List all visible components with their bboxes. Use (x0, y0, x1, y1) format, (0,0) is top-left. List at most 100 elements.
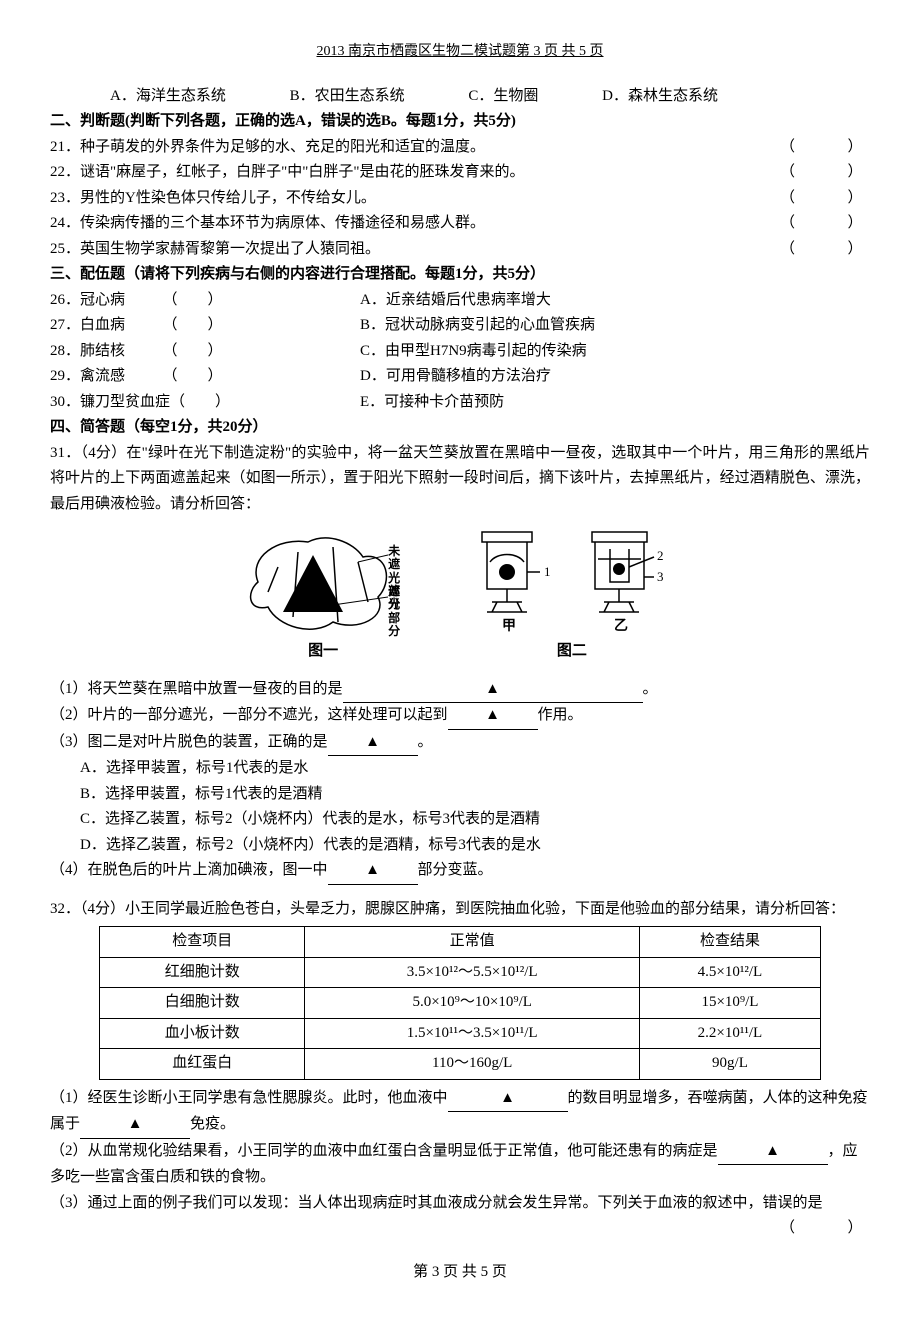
table-row: 血小板计数 1.5×10¹¹～3.5×10¹¹/L 2.2×10¹¹/L (100, 1018, 821, 1049)
cell: 90g/L (640, 1049, 821, 1080)
match-rb: B．冠状动脉病变引起的心血管疾病 (360, 313, 870, 339)
q31-2: （2）叶片的一部分遮光，一部分不遮光，这样处理可以起到▲作用。 (50, 703, 870, 730)
q32-1-c: 免疫。 (190, 1116, 235, 1132)
q32-2: （2）从血常规化验结果看，小王同学的血液中血红蛋白含量明显低于正常值，他可能还患… (50, 1139, 870, 1191)
q25-text: 25．英国生物学家赫胥黎第一次提出了人猿同祖。 (50, 241, 380, 257)
q31-3-opt-c: C．选择乙装置，标号2（小烧杯内）代表的是水，标号3代表的是酒精 (50, 807, 870, 833)
q31-3: （3）图二是对叶片脱色的装置，正确的是▲。 (50, 730, 870, 757)
q23: 23．男性的Y性染色体只传给儿子，不传给女儿。（ ） (50, 186, 870, 212)
match-row-29: 29．禽流感 （ ） D．可用骨髓移植的方法治疗 (50, 364, 870, 390)
q21-text: 21．种子萌发的外界条件为足够的水、充足的阳光和适宜的温度。 (50, 139, 485, 155)
section-4-title: 四、简答题（每空1分，共20分） (50, 415, 870, 441)
blank: ▲ (343, 677, 643, 704)
match-rd: D．可用骨髓移植的方法治疗 (360, 364, 870, 390)
q32-1-a: （1）经医生诊断小王同学患有急性腮腺炎。此时，他血液中 (50, 1090, 448, 1106)
blood-table: 检查项目 正常值 检查结果 红细胞计数 3.5×10¹²～5.5×10¹²/L … (99, 926, 821, 1080)
cell: 3.5×10¹²～5.5×10¹²/L (305, 957, 640, 988)
q31-stem: 31．（4分）在"绿叶在光下制造淀粉"的实验中，将一盆天竺葵放置在黑暗中一昼夜，… (50, 441, 870, 518)
q31-3-end: 。 (418, 734, 433, 750)
table-row: 白细胞计数 5.0×10⁹～10×10⁹/L 15×10⁹/L (100, 988, 821, 1019)
match-ra: A．近亲结婚后代患病率增大 (360, 288, 870, 314)
q25: 25．英国生物学家赫胥黎第一次提出了人猿同祖。 （ ） (50, 237, 870, 263)
page-header: 2013 南京市栖霞区生物二模试题第 3 页 共 5 页 (50, 40, 870, 64)
label-2: 2 (657, 548, 664, 563)
cell: 白细胞计数 (100, 988, 305, 1019)
match-rc: C．由甲型H7N9病毒引起的传染病 (360, 339, 870, 365)
paren: （ ） (780, 135, 870, 161)
q31-3-text: （3）图二是对叶片脱色的装置，正确的是 (50, 734, 328, 750)
match-row-27: 27．白血病 （ ） B．冠状动脉病变引起的心血管疾病 (50, 313, 870, 339)
cell: 4.5×10¹²/L (640, 957, 821, 988)
fig2-caption: 图二 (462, 639, 682, 665)
figure-2: 1 2 3 甲 乙 图二 (462, 527, 682, 665)
cell: 15×10⁹/L (640, 988, 821, 1019)
cell: 血红蛋白 (100, 1049, 305, 1080)
match-l30: 30．镰刀型贫血症 (50, 394, 170, 410)
q31-3-opt-b: B．选择甲装置，标号1代表的是酒精 (50, 782, 870, 808)
blank: ▲ (448, 703, 538, 730)
match-l27: 27．白血病 (50, 317, 125, 333)
label-3: 3 (657, 569, 664, 584)
q20-options: A．海洋生态系统 B．农田生态系统 C．生物圈 D．森林生态系统 (50, 84, 870, 110)
q31-3-opt-d: D．选择乙装置，标号2（小烧杯内）代表的是酒精，标号3代表的是水 (50, 833, 870, 859)
match-l28: 28．肺结核 (50, 343, 125, 359)
match-row-30: 30．镰刀型贫血症（ ） E．可接种卡介苗预防 (50, 390, 870, 416)
paren: （ ） (780, 237, 870, 263)
q32-3-text: （3）通过上面的例子我们可以发现：当人体出现病症时其血液成分就会发生异常。下列关… (50, 1195, 823, 1211)
cell: 1.5×10¹¹～3.5×10¹¹/L (305, 1018, 640, 1049)
cell: 5.0×10⁹～10×10⁹/L (305, 988, 640, 1019)
fig1-caption: 图一 (238, 639, 408, 665)
q22: 22．谜语"麻屋子，红帐子，白胖子"中"白胖子"是由花的胚珠发育来的。（ ） (50, 160, 870, 186)
q32-3: （3）通过上面的例子我们可以发现：当人体出现病症时其血液成分就会发生异常。下列关… (50, 1191, 870, 1242)
option-a: A．海洋生态系统 (80, 84, 226, 110)
q32-stem: 32．（4分）小王同学最近脸色苍白，头晕乏力，腮腺区肿痛，到医院抽血化验，下面是… (50, 897, 870, 923)
label-shaded: 遮光部分 (388, 585, 408, 638)
q32-2-a: （2）从血常规化验结果看，小王同学的血液中血红蛋白含量明显低于正常值，他可能还患… (50, 1143, 718, 1159)
match-l29: 29．禽流感 (50, 368, 125, 384)
q31-1: （1）将天竺葵在黑暗中放置一昼夜的目的是▲。 (50, 677, 870, 704)
option-b: B．农田生态系统 (260, 84, 405, 110)
figure-1: 未遮光部分 遮光部分 图一 (238, 527, 408, 665)
th-normal: 正常值 (305, 927, 640, 958)
q23-text: 23．男性的Y性染色体只传给儿子，不传给女儿。 (50, 190, 376, 206)
q31-4-text: （4）在脱色后的叶片上滴加碘液，图一中 (50, 862, 328, 878)
blank: ▲ (80, 1112, 190, 1139)
match-row-28: 28．肺结核 （ ） C．由甲型H7N9病毒引起的传染病 (50, 339, 870, 365)
table-row: 血红蛋白 110～160g/L 90g/L (100, 1049, 821, 1080)
section-3-title: 三、配伍题（请将下列疾病与右侧的内容进行合理搭配。每题1分，共5分） (50, 262, 870, 288)
option-c: C．生物圈 (438, 84, 538, 110)
page-footer: 第 3 页 共 5 页 (50, 1260, 870, 1286)
paren: （ ） (780, 1216, 870, 1242)
cell: 红细胞计数 (100, 957, 305, 988)
beaker-diagram-icon: 1 2 3 甲 乙 (462, 527, 682, 637)
q32-1: （1）经医生诊断小王同学患有急性腮腺炎。此时，他血液中▲的数目明显增多，吞噬病菌… (50, 1086, 870, 1139)
jia-label: 甲 (502, 618, 516, 634)
option-d: D．森林生态系统 (572, 84, 718, 110)
blank: ▲ (448, 1086, 568, 1113)
table-row: 红细胞计数 3.5×10¹²～5.5×10¹²/L 4.5×10¹²/L (100, 957, 821, 988)
match-re: E．可接种卡介苗预防 (360, 390, 870, 416)
q31-1-end: 。 (643, 681, 658, 697)
paren: （ ） (780, 211, 870, 237)
cell: 2.2×10¹¹/L (640, 1018, 821, 1049)
section-2-title: 二、判断题(判断下列各题，正确的选A，错误的选B。每题1分，共5分) (50, 109, 870, 135)
cell: 血小板计数 (100, 1018, 305, 1049)
q22-text: 22．谜语"麻屋子，红帐子，白胖子"中"白胖子"是由花的胚珠发育来的。 (50, 164, 525, 180)
cell: 110～160g/L (305, 1049, 640, 1080)
label-1: 1 (544, 564, 551, 579)
th-result: 检查结果 (640, 927, 821, 958)
q24: 24．传染病传播的三个基本环节为病原体、传播途径和易感人群。（ ） (50, 211, 870, 237)
q31-2-end: 作用。 (538, 707, 583, 723)
blank: ▲ (328, 858, 418, 885)
blank: ▲ (718, 1139, 828, 1166)
match-row-26: 26．冠心病 （ ） A．近亲结婚后代患病率增大 (50, 288, 870, 314)
match-l26: 26．冠心病 (50, 292, 125, 308)
blank: ▲ (328, 730, 418, 757)
leaf-diagram-icon (238, 527, 408, 637)
q31-4-end: 部分变蓝。 (418, 862, 493, 878)
q31-4: （4）在脱色后的叶片上滴加碘液，图一中▲部分变蓝。 (50, 858, 870, 885)
q31-3-opt-a: A．选择甲装置，标号1代表的是水 (50, 756, 870, 782)
q21: 21．种子萌发的外界条件为足够的水、充足的阳光和适宜的温度。 （ ） (50, 135, 870, 161)
figure-wrap: 未遮光部分 遮光部分 图一 (50, 527, 870, 665)
yi-label: 乙 (614, 618, 628, 634)
